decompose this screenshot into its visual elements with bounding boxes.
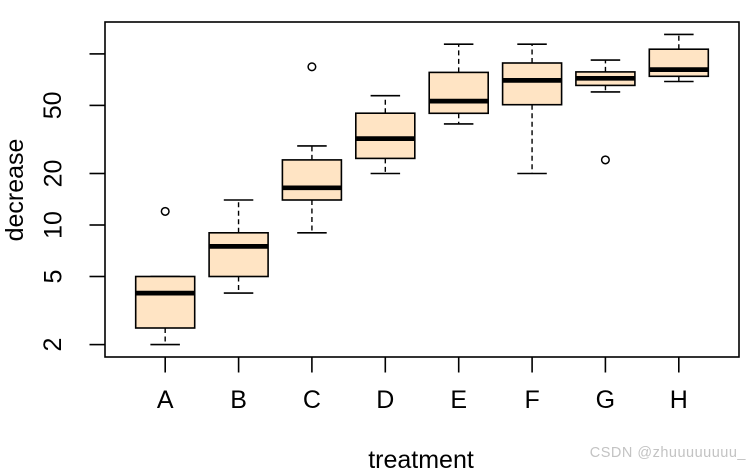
x-tick-label-C: C: [303, 386, 321, 414]
y-tick-label-5: 5: [39, 270, 67, 284]
y-tick-label-50: 50: [39, 91, 67, 119]
y-tick-label-20: 20: [39, 160, 67, 188]
x-tick-label-B: B: [230, 386, 247, 414]
plot-frame: [104, 21, 740, 358]
outlier-C-0: [307, 62, 317, 72]
box-F: [501, 62, 563, 106]
outlier-A-0: [160, 206, 170, 216]
y-axis-title: decrease: [1, 139, 29, 242]
x-tick-label-E: E: [450, 386, 467, 414]
outlier-G-0: [600, 155, 610, 165]
y-tick-label-10: 10: [39, 211, 67, 239]
box-B: [208, 232, 269, 278]
box-D: [354, 112, 416, 160]
x-axis-title: treatment: [368, 446, 474, 472]
x-tick-label-G: G: [596, 386, 615, 414]
box-A: [134, 275, 196, 329]
watermark: CSDN @zhuuuuuuuu_: [590, 445, 747, 461]
plot-area: 2 5 10 20 50 A B C D E F G H: [39, 21, 740, 414]
x-tick-label-D: D: [376, 386, 394, 414]
box-E: [428, 71, 490, 115]
x-tick-label-H: H: [670, 386, 688, 414]
x-tick-label-A: A: [157, 386, 174, 414]
box-C: [281, 159, 343, 201]
x-tick-label-F: F: [524, 386, 539, 414]
box-H: [648, 48, 710, 78]
y-tick-label-2: 2: [39, 338, 67, 352]
